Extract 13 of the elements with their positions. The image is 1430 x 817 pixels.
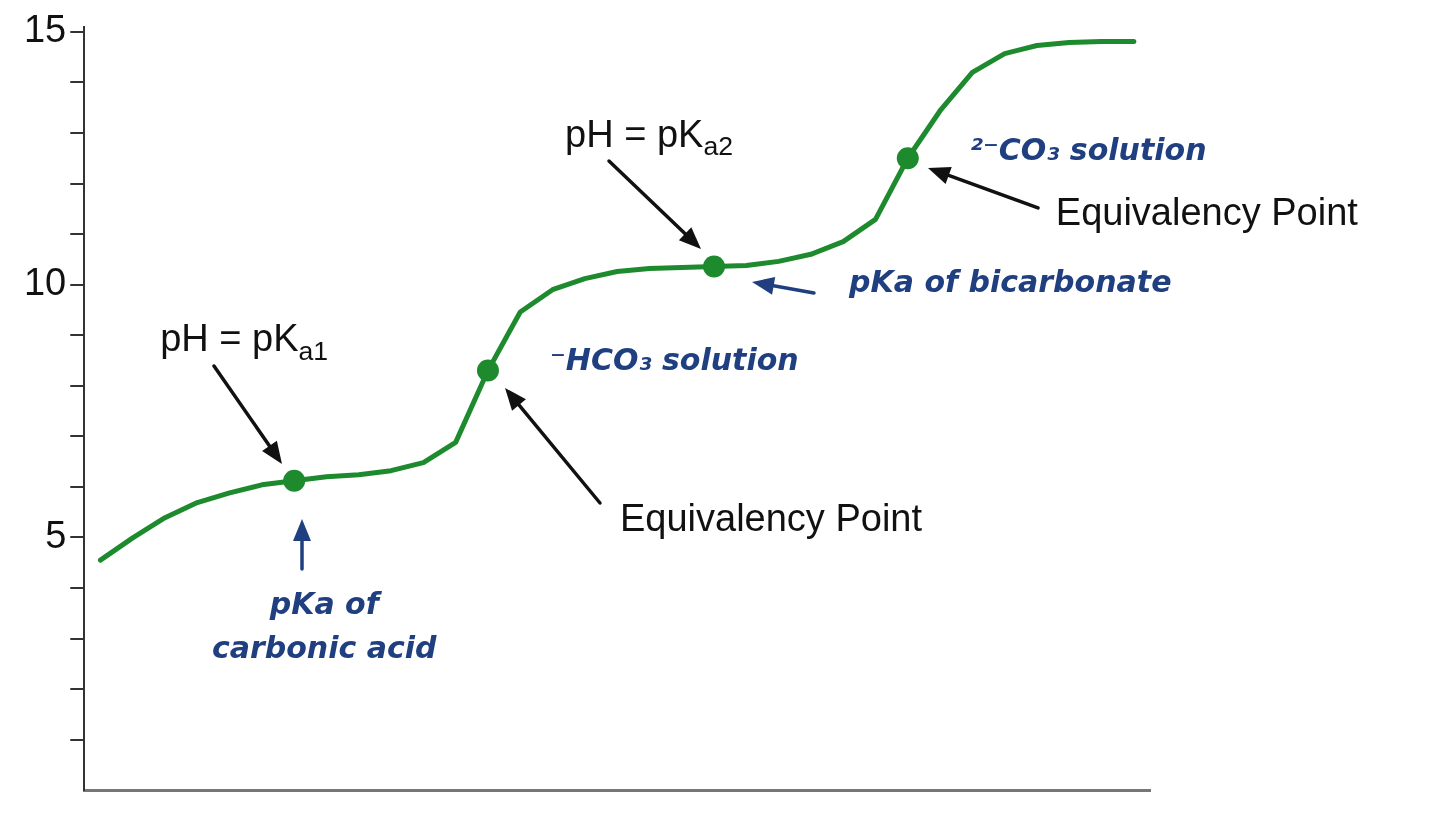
annotation: Equivalency Point: [619, 497, 923, 540]
y-tick-label: 15: [23, 8, 67, 51]
point: [896, 147, 919, 170]
annotation: Equivalency Point: [1055, 190, 1359, 233]
annotation: ⁻HCO₃ solution: [549, 342, 799, 378]
point: [476, 359, 499, 382]
y-tick-label: 10: [23, 261, 67, 304]
y-tick-label: 5: [45, 513, 67, 556]
annotation: pKa of bicarbonate: [848, 264, 1172, 300]
point: [703, 255, 726, 278]
annotation: pKa of carbonic acid: [211, 585, 437, 665]
annotation: ²⁻CO₃ solution: [969, 132, 1207, 168]
point: [283, 469, 306, 492]
